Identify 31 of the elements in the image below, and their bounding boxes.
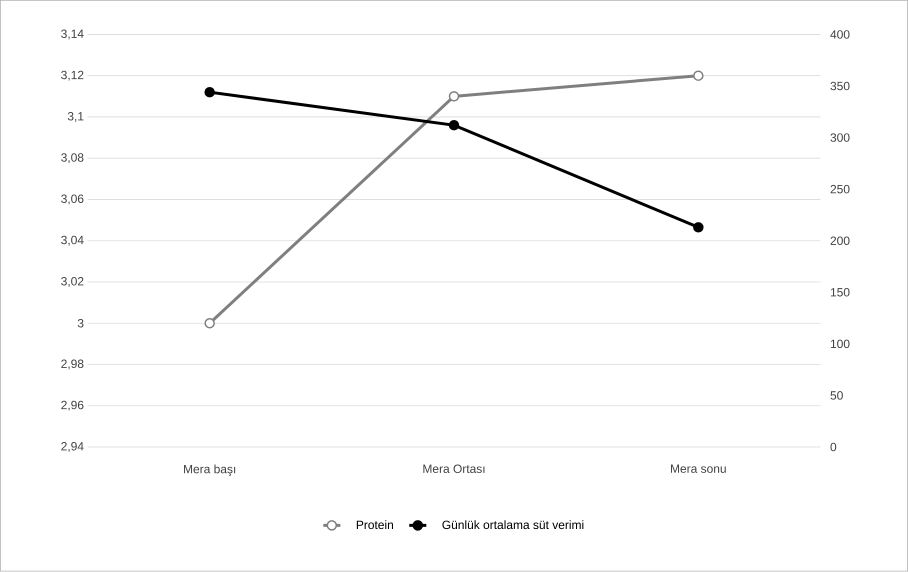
y-tick-label: 3 xyxy=(78,319,84,328)
x-tick-label: Mera başı xyxy=(184,464,236,476)
point xyxy=(204,318,215,329)
y2-tick-label: 200 xyxy=(830,236,850,246)
point xyxy=(448,91,460,102)
y-tick-label: 3,02 xyxy=(61,277,84,288)
y-tick-label: 3,1 xyxy=(68,112,84,122)
y-tick-label: 3,14 xyxy=(61,30,84,40)
x-tick-label: Mera sonu xyxy=(671,464,726,474)
point xyxy=(693,222,704,233)
legend-label: Günlük ortalama süt verimi xyxy=(442,520,584,530)
y2-tick-label: 100 xyxy=(830,340,850,348)
x-tick-label: Mera Ortası xyxy=(423,464,484,474)
y-tick-label: 2,96 xyxy=(61,401,84,411)
y-tick-label: 3,08 xyxy=(61,153,84,164)
y2-tick-label: 250 xyxy=(830,185,850,194)
y2-tick-label: 350 xyxy=(830,82,850,90)
y2-tick-label: 400 xyxy=(830,30,850,39)
point xyxy=(693,70,704,82)
point xyxy=(448,120,460,131)
y2-tick-label: 0 xyxy=(830,442,836,452)
y-tick-label: 2,94 xyxy=(61,442,84,452)
y2-tick-label: 150 xyxy=(830,288,850,297)
point xyxy=(204,87,215,98)
y-tick-label: 3,04 xyxy=(61,236,84,246)
y2-tick-label: 50 xyxy=(830,391,843,400)
legend-label: Protein xyxy=(356,520,393,530)
y-tick-label: 2,98 xyxy=(61,360,84,370)
y-tick-label: 3,12 xyxy=(61,70,84,81)
y2-tick-label: 300 xyxy=(830,134,850,142)
y-tick-label: 3,06 xyxy=(61,194,84,205)
